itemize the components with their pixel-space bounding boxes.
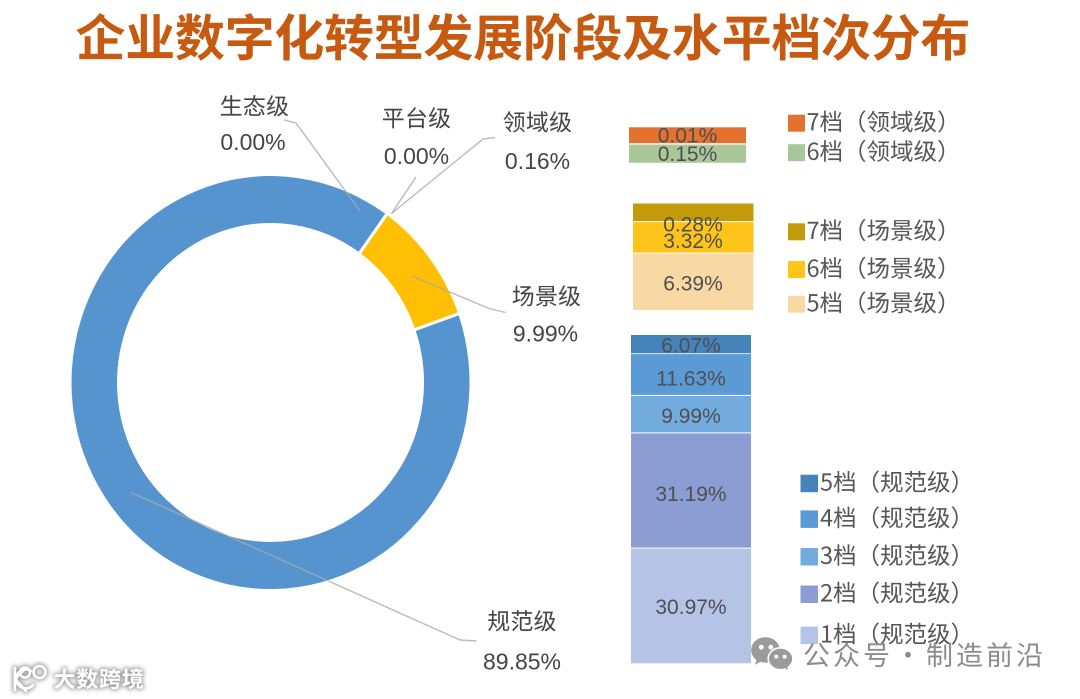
svg-text:0.16%: 0.16% [505, 148, 570, 174]
svg-text:3.32%: 3.32% [663, 230, 723, 253]
svg-text:0.00%: 0.00% [384, 143, 449, 169]
svg-text:31.19%: 31.19% [655, 483, 726, 506]
svg-text:0.28%: 0.28% [663, 213, 723, 236]
svg-text:6.07%: 6.07% [661, 334, 721, 357]
svg-text:11.63%: 11.63% [656, 367, 726, 390]
svg-text:89.85%: 89.85% [483, 649, 561, 675]
svg-text:9.99%: 9.99% [513, 321, 578, 347]
svg-text:6.39%: 6.39% [663, 272, 723, 295]
svg-text:0.01%: 0.01% [658, 124, 718, 147]
svg-text:0.15%: 0.15% [658, 143, 718, 166]
svg-text:30.97%: 30.97% [655, 596, 726, 619]
svg-text:9.99%: 9.99% [661, 405, 721, 428]
svg-text:0.00%: 0.00% [220, 129, 285, 155]
